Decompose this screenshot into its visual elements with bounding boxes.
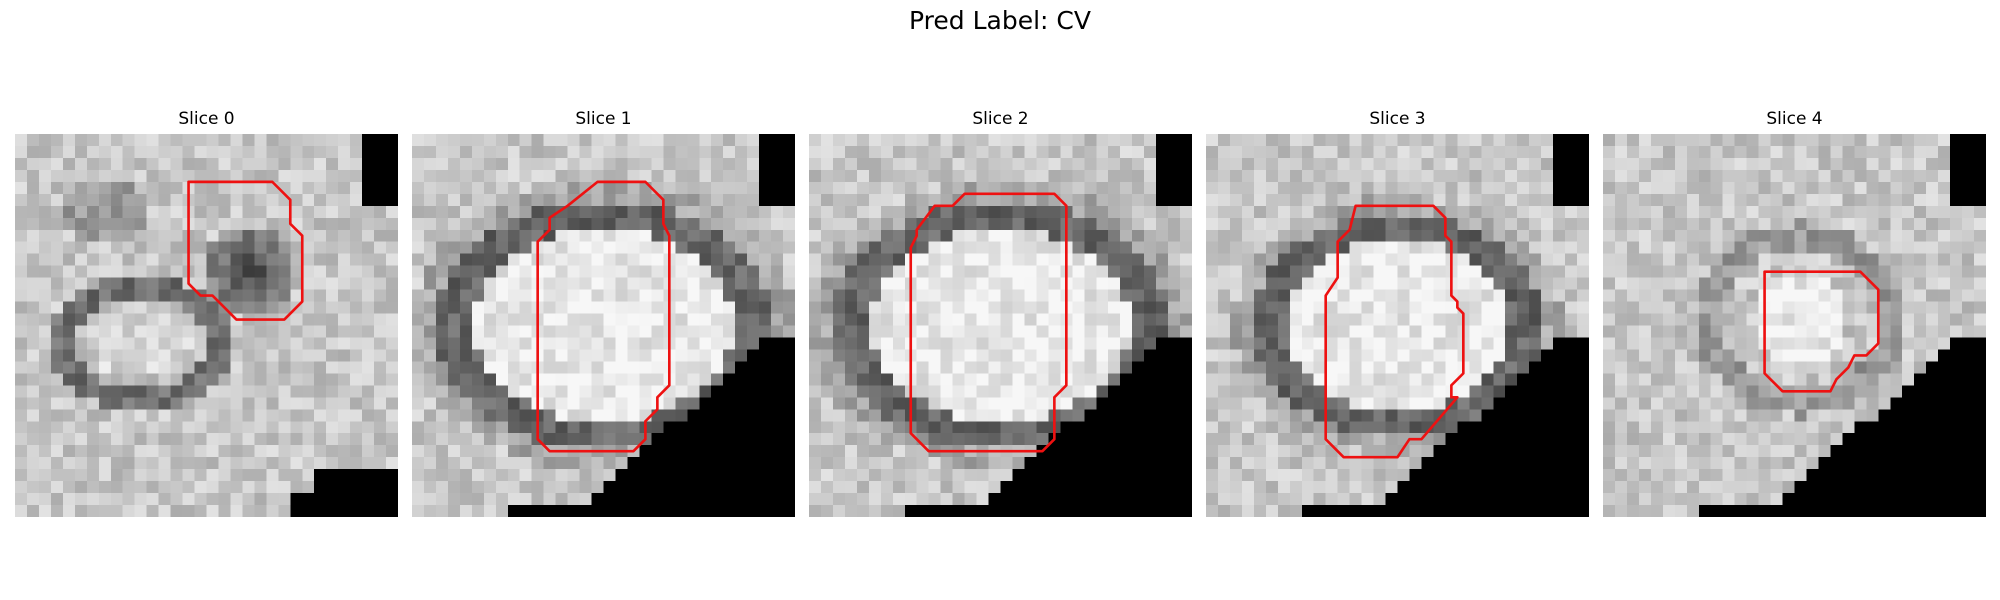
slice-image — [1603, 134, 1986, 517]
slice-title: Slice 3 — [1369, 109, 1426, 129]
mri-slice-image — [1206, 134, 1589, 517]
mri-slice-image — [1603, 134, 1986, 517]
mri-slice-image — [412, 134, 795, 517]
segmentation-contour — [909, 192, 1068, 453]
slice-title: Slice 4 — [1766, 109, 1823, 129]
slice-panel-2: Slice 2 — [809, 108, 1192, 517]
slice-panel-0: Slice 0 — [15, 108, 398, 517]
segmentation-contour — [1324, 204, 1465, 459]
slice-image — [412, 134, 795, 517]
slice-panel-4: Slice 4 — [1603, 108, 1986, 517]
segmentation-contour — [1763, 270, 1880, 393]
segmentation-contour — [187, 180, 304, 321]
slice-image — [15, 134, 398, 517]
slice-title: Slice 1 — [575, 109, 632, 129]
figure-title: Pred Label: CV — [909, 6, 1091, 35]
slice-panel-1: Slice 1 — [412, 108, 795, 517]
mri-slice-image — [809, 134, 1192, 517]
segmentation-contour — [536, 180, 671, 453]
slice-title: Slice 2 — [972, 109, 1029, 129]
slice-panel-3: Slice 3 — [1206, 108, 1589, 517]
mri-slice-image — [15, 134, 398, 517]
slice-title: Slice 0 — [178, 109, 235, 129]
slice-image — [1206, 134, 1589, 517]
slice-image — [809, 134, 1192, 517]
